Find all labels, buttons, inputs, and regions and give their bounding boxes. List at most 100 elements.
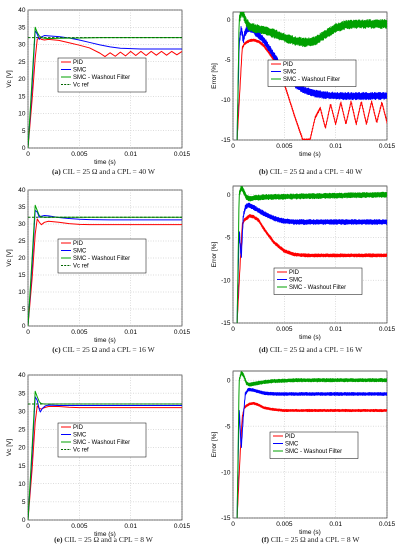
- caption-e: (e) CIL = 25 Ω and a CPL = 8 W: [0, 535, 207, 544]
- legend-entry: SMC: [283, 70, 297, 76]
- series-line-pid: [28, 218, 182, 326]
- y-tick-label: 10: [18, 481, 26, 488]
- y-tick-label: 0: [22, 517, 26, 524]
- x-tick-label: 0: [231, 143, 235, 150]
- legend-entry: SMC: [73, 68, 87, 74]
- legend-box: [267, 59, 357, 87]
- legend-box: [57, 422, 147, 458]
- caption-letter: (f): [261, 535, 270, 544]
- series-line-smc: [236, 387, 387, 518]
- x-tick-label: 0.015: [174, 329, 191, 336]
- legend-entry: SMC - Washout Filter: [285, 449, 342, 455]
- y-tick-label: 20: [18, 76, 26, 83]
- caption-text: CIL = 25 Ω and a CPL = 8 W: [270, 535, 360, 544]
- y-tick-label: 25: [18, 59, 26, 66]
- caption-text: CIL = 25 Ω and a CPL = 8 W: [64, 535, 153, 544]
- y-tick-label: -15: [221, 137, 231, 144]
- y-tick-label: -5: [225, 57, 231, 64]
- y-tick-label: 25: [18, 238, 26, 245]
- series-line-smc: [236, 202, 387, 323]
- x-tick-label: 0.015: [174, 151, 191, 158]
- series-group: [28, 390, 182, 520]
- legend-entry: SMC: [73, 249, 87, 255]
- legend-entry: PID: [73, 241, 84, 247]
- caption-f: (f) CIL = 25 Ω and a CPL = 8 W: [207, 535, 414, 544]
- y-tick-label: -10: [221, 277, 231, 284]
- series-line-smc: [236, 25, 387, 140]
- x-tick-label: 0.01: [329, 326, 342, 333]
- y-tick-label: -5: [225, 235, 231, 242]
- caption-a: (a) CIL = 25 Ω and a CPL = 40 W: [0, 167, 207, 176]
- caption-d: (d) CIL = 25 Ω and a CPL = 16 W: [207, 345, 414, 354]
- y-tick-label: -10: [221, 469, 231, 476]
- chart-e: 0 0.005 0.01 0.015 0 5 10 15 20 25 30 35 40 time (s) V…: [6, 372, 191, 538]
- y-tick-label: 35: [18, 24, 26, 31]
- caption-letter: (e): [54, 535, 63, 544]
- y-tick-label: 35: [18, 390, 26, 397]
- x-tick-label: 0: [26, 329, 30, 336]
- legend-box: [269, 431, 359, 459]
- y-tick-label: 0: [22, 145, 26, 152]
- x-tick-label: 0.01: [124, 329, 137, 336]
- legend-box: [57, 57, 147, 93]
- caption-letter: (b): [258, 167, 268, 176]
- series-group: [236, 371, 387, 518]
- legend-entry: PID: [283, 62, 294, 68]
- x-axis-label: time (s): [299, 151, 321, 158]
- y-tick-label: -15: [221, 320, 231, 327]
- caption-c: (c) CIL = 25 Ω and a CPL = 16 W: [0, 345, 207, 354]
- x-axis-label: time (s): [299, 334, 321, 341]
- y-axis-label: Vc [V]: [6, 249, 13, 267]
- legend-box: [273, 267, 363, 295]
- series-line-smc-washout-filter: [236, 12, 387, 140]
- x-tick-label: 0.015: [379, 326, 396, 333]
- y-tick-label: 40: [18, 372, 26, 379]
- series-line-pid: [28, 37, 182, 148]
- y-axis-label: Error [%]: [211, 63, 218, 89]
- y-tick-label: 5: [22, 306, 26, 313]
- legend-entry: SMC - Washout Filter: [73, 440, 130, 446]
- legend-entry: PID: [285, 434, 296, 440]
- x-tick-label: 0.015: [379, 143, 396, 150]
- y-axis-label: Error [%]: [211, 431, 218, 457]
- x-tick-label: 0.01: [329, 521, 342, 528]
- y-axis-label: Vc [V]: [6, 70, 13, 88]
- series-group: [236, 186, 387, 323]
- caption-letter: (a): [52, 167, 61, 176]
- x-tick-label: 0.005: [71, 329, 88, 336]
- caption-b: (b) CIL = 25 Ω and a CPL = 40 W: [207, 167, 414, 176]
- y-tick-label: -5: [225, 423, 231, 430]
- x-axis-label: time (s): [94, 531, 116, 538]
- x-tick-label: 0.01: [124, 523, 137, 530]
- y-tick-label: 15: [18, 93, 26, 100]
- chart-a: 0 0.005 0.01 0.015 0 5 10 15 20 25 30 35 40 time (s) V…: [6, 7, 191, 166]
- chart-d: 0 0.005 0.01 0.015 -15 -10 -5 0 time (s) Error [%…: [211, 185, 396, 341]
- x-tick-label: 0.005: [276, 326, 293, 333]
- legend-entry: SMC: [289, 278, 303, 284]
- series-line-pid: [236, 214, 387, 323]
- y-tick-label: 30: [18, 408, 26, 415]
- y-tick-label: 20: [18, 445, 26, 452]
- x-tick-label: 0: [26, 151, 30, 158]
- caption-text: CIL = 25 Ω and a CPL = 40 W: [269, 167, 363, 176]
- legend-entry: SMC - Washout Filter: [73, 75, 130, 81]
- y-tick-label: 30: [18, 221, 26, 228]
- y-tick-label: 40: [18, 187, 26, 194]
- y-axis-label: Error [%]: [211, 241, 218, 267]
- x-tick-label: 0.005: [71, 523, 88, 530]
- x-tick-label: 0.015: [174, 523, 191, 530]
- legend-entry: SMC: [285, 442, 299, 448]
- series-line-pid: [236, 401, 387, 518]
- caption-text: CIL = 25 Ω and a CPL = 40 W: [62, 167, 155, 176]
- series-line-smc: [28, 30, 182, 148]
- y-tick-label: 35: [18, 204, 26, 211]
- x-tick-label: 0.005: [71, 151, 88, 158]
- y-tick-label: 0: [227, 377, 231, 384]
- x-tick-label: 0: [231, 521, 235, 528]
